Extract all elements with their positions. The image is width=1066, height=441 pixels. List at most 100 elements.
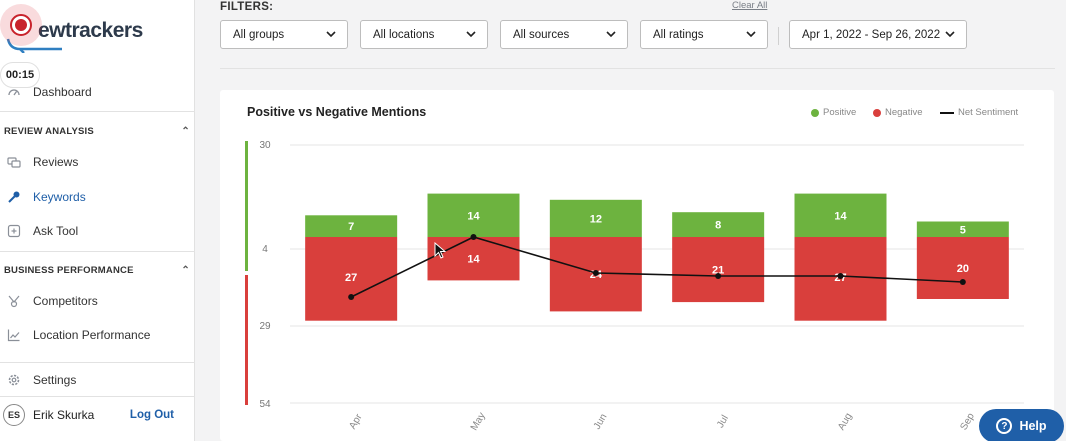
legend-label: Net Sentiment: [958, 107, 1019, 118]
bar-label-negative: 21: [712, 265, 724, 277]
ratings-dropdown[interactable]: All ratings: [640, 20, 768, 49]
net-sentiment-point: [470, 234, 477, 240]
chevron-down-icon: [746, 31, 756, 38]
x-tick-label: Aug: [836, 411, 854, 432]
sidebar-item-label: Competitors: [33, 294, 98, 308]
chevron-up-icon: ⌃: [181, 125, 190, 137]
dropdown-value: All sources: [513, 28, 570, 41]
sidebar-item-label: Keywords: [33, 190, 86, 204]
dropdown-value: All ratings: [653, 28, 704, 41]
chart-card: Positive vs Negative Mentions Positive N…: [220, 90, 1054, 441]
section-business-performance[interactable]: BUSINESS PERFORMANCE ⌃: [4, 261, 190, 279]
positive-axis-bar: [245, 141, 248, 271]
bar-positive: [794, 193, 887, 237]
question-icon: ?: [996, 418, 1013, 434]
user-name: Erik Skurka: [33, 408, 95, 422]
x-tick-label: Jul: [715, 413, 731, 430]
bar-label-positive: 14: [834, 210, 847, 222]
bar-negative: [427, 237, 520, 281]
chevron-down-icon: [466, 31, 476, 38]
dropdown-value: All groups: [233, 28, 285, 41]
legend-label: Negative: [885, 107, 923, 118]
logo[interactable]: ewtrackers: [0, 0, 195, 60]
divider: [0, 396, 195, 397]
sidebar-item-label: Settings: [33, 373, 77, 387]
bar-label-positive: 5: [960, 224, 966, 236]
y-tick-label: 29: [259, 321, 271, 332]
sidebar-item-label: Dashboard: [33, 85, 92, 99]
sidebar-item-competitors[interactable]: Competitors: [0, 287, 194, 315]
help-label: Help: [1019, 419, 1047, 433]
legend-line: [940, 111, 954, 114]
x-tick-label: Apr: [347, 412, 365, 432]
legend-negative[interactable]: Negative: [873, 107, 923, 118]
avatar[interactable]: ES: [3, 404, 25, 426]
sidebar-item-reviews[interactable]: Reviews: [0, 148, 194, 176]
logout-link[interactable]: Log Out: [129, 409, 174, 421]
reviews-icon: [7, 155, 21, 169]
net-sentiment-point: [959, 279, 966, 285]
logo-swoosh-icon: [6, 38, 62, 53]
net-sentiment-point: [715, 273, 722, 279]
sidebar-item-label: Location Performance: [33, 328, 151, 342]
mentions-chart: 3042954727Apr1414May1224Jun821Jul1427Aug…: [245, 140, 1024, 433]
chevron-up-icon: ⌃: [181, 264, 190, 276]
sidebar-item-keywords[interactable]: Keywords: [0, 183, 194, 211]
bar-negative: [305, 237, 398, 321]
net-sentiment-point: [592, 270, 599, 276]
logo-text: ewtrackers: [38, 19, 143, 42]
section-review-analysis[interactable]: REVIEW ANALYSIS ⌃: [4, 122, 190, 140]
dropdown-value: Apr 1, 2022 - Sep 26, 2022: [802, 28, 941, 41]
chart-title: Positive vs Negative Mentions: [247, 105, 427, 119]
user-row: ES Erik Skurka Log Out: [0, 402, 194, 428]
sidebar: ewtrackers 00:15 Dashboard REVIEW ANALYS…: [0, 0, 195, 441]
sidebar-item-ask-tool[interactable]: Ask Tool: [0, 217, 194, 245]
mouse-cursor-icon: [434, 242, 446, 259]
sidebar-item-label: Reviews: [33, 155, 79, 169]
trend-chart-icon: [7, 328, 21, 342]
date-range-picker[interactable]: Apr 1, 2022 - Sep 26, 2022: [789, 20, 967, 49]
y-tick-label: 54: [259, 399, 271, 410]
sidebar-item-settings[interactable]: Settings: [0, 366, 194, 394]
sidebar-item-location-performance[interactable]: Location Performance: [0, 321, 194, 349]
bar-positive: [427, 193, 520, 237]
help-button[interactable]: ? Help: [979, 409, 1064, 441]
bar-label-positive: 14: [467, 210, 480, 222]
net-sentiment-point: [837, 273, 844, 279]
filters-label: FILTERS:: [220, 1, 274, 13]
record-icon: [10, 14, 32, 36]
bar-label-negative: 14: [467, 254, 480, 266]
locations-dropdown[interactable]: All locations: [360, 20, 488, 49]
clear-all-link[interactable]: Clear All: [732, 0, 768, 11]
groups-dropdown[interactable]: All groups: [220, 20, 348, 49]
y-tick-label: 4: [262, 244, 268, 255]
sources-dropdown[interactable]: All sources: [500, 20, 628, 49]
competitors-icon: [7, 294, 21, 308]
section-title: BUSINESS PERFORMANCE: [4, 264, 134, 276]
divider: [0, 362, 195, 363]
bar-label-negative: 20: [957, 263, 969, 275]
bar-label-positive: 12: [590, 213, 602, 225]
sidebar-item-dashboard[interactable]: Dashboard: [0, 78, 194, 106]
x-tick-label: May: [469, 411, 488, 433]
chevron-down-icon: [326, 31, 336, 38]
legend-positive[interactable]: Positive: [811, 107, 856, 118]
net-sentiment-point: [348, 294, 355, 300]
filter-separator: [778, 27, 779, 45]
bar-positive: [305, 215, 398, 237]
bar-label-positive: 8: [715, 220, 721, 232]
y-tick-label: 30: [259, 140, 271, 151]
divider: [0, 111, 195, 112]
key-icon: [7, 190, 21, 204]
divider: [220, 68, 1055, 69]
x-tick-label: Jun: [592, 412, 610, 431]
recording-timer: 00:15: [0, 62, 40, 88]
bar-negative: [916, 237, 1009, 299]
dropdown-value: All locations: [373, 28, 435, 41]
bar-positive: [549, 199, 642, 237]
legend-net-sentiment[interactable]: Net Sentiment: [940, 107, 1018, 118]
net-sentiment-line: [350, 236, 963, 298]
bar-label-positive: 7: [348, 221, 354, 233]
bar-positive: [916, 221, 1009, 237]
chevron-down-icon: [606, 31, 616, 38]
